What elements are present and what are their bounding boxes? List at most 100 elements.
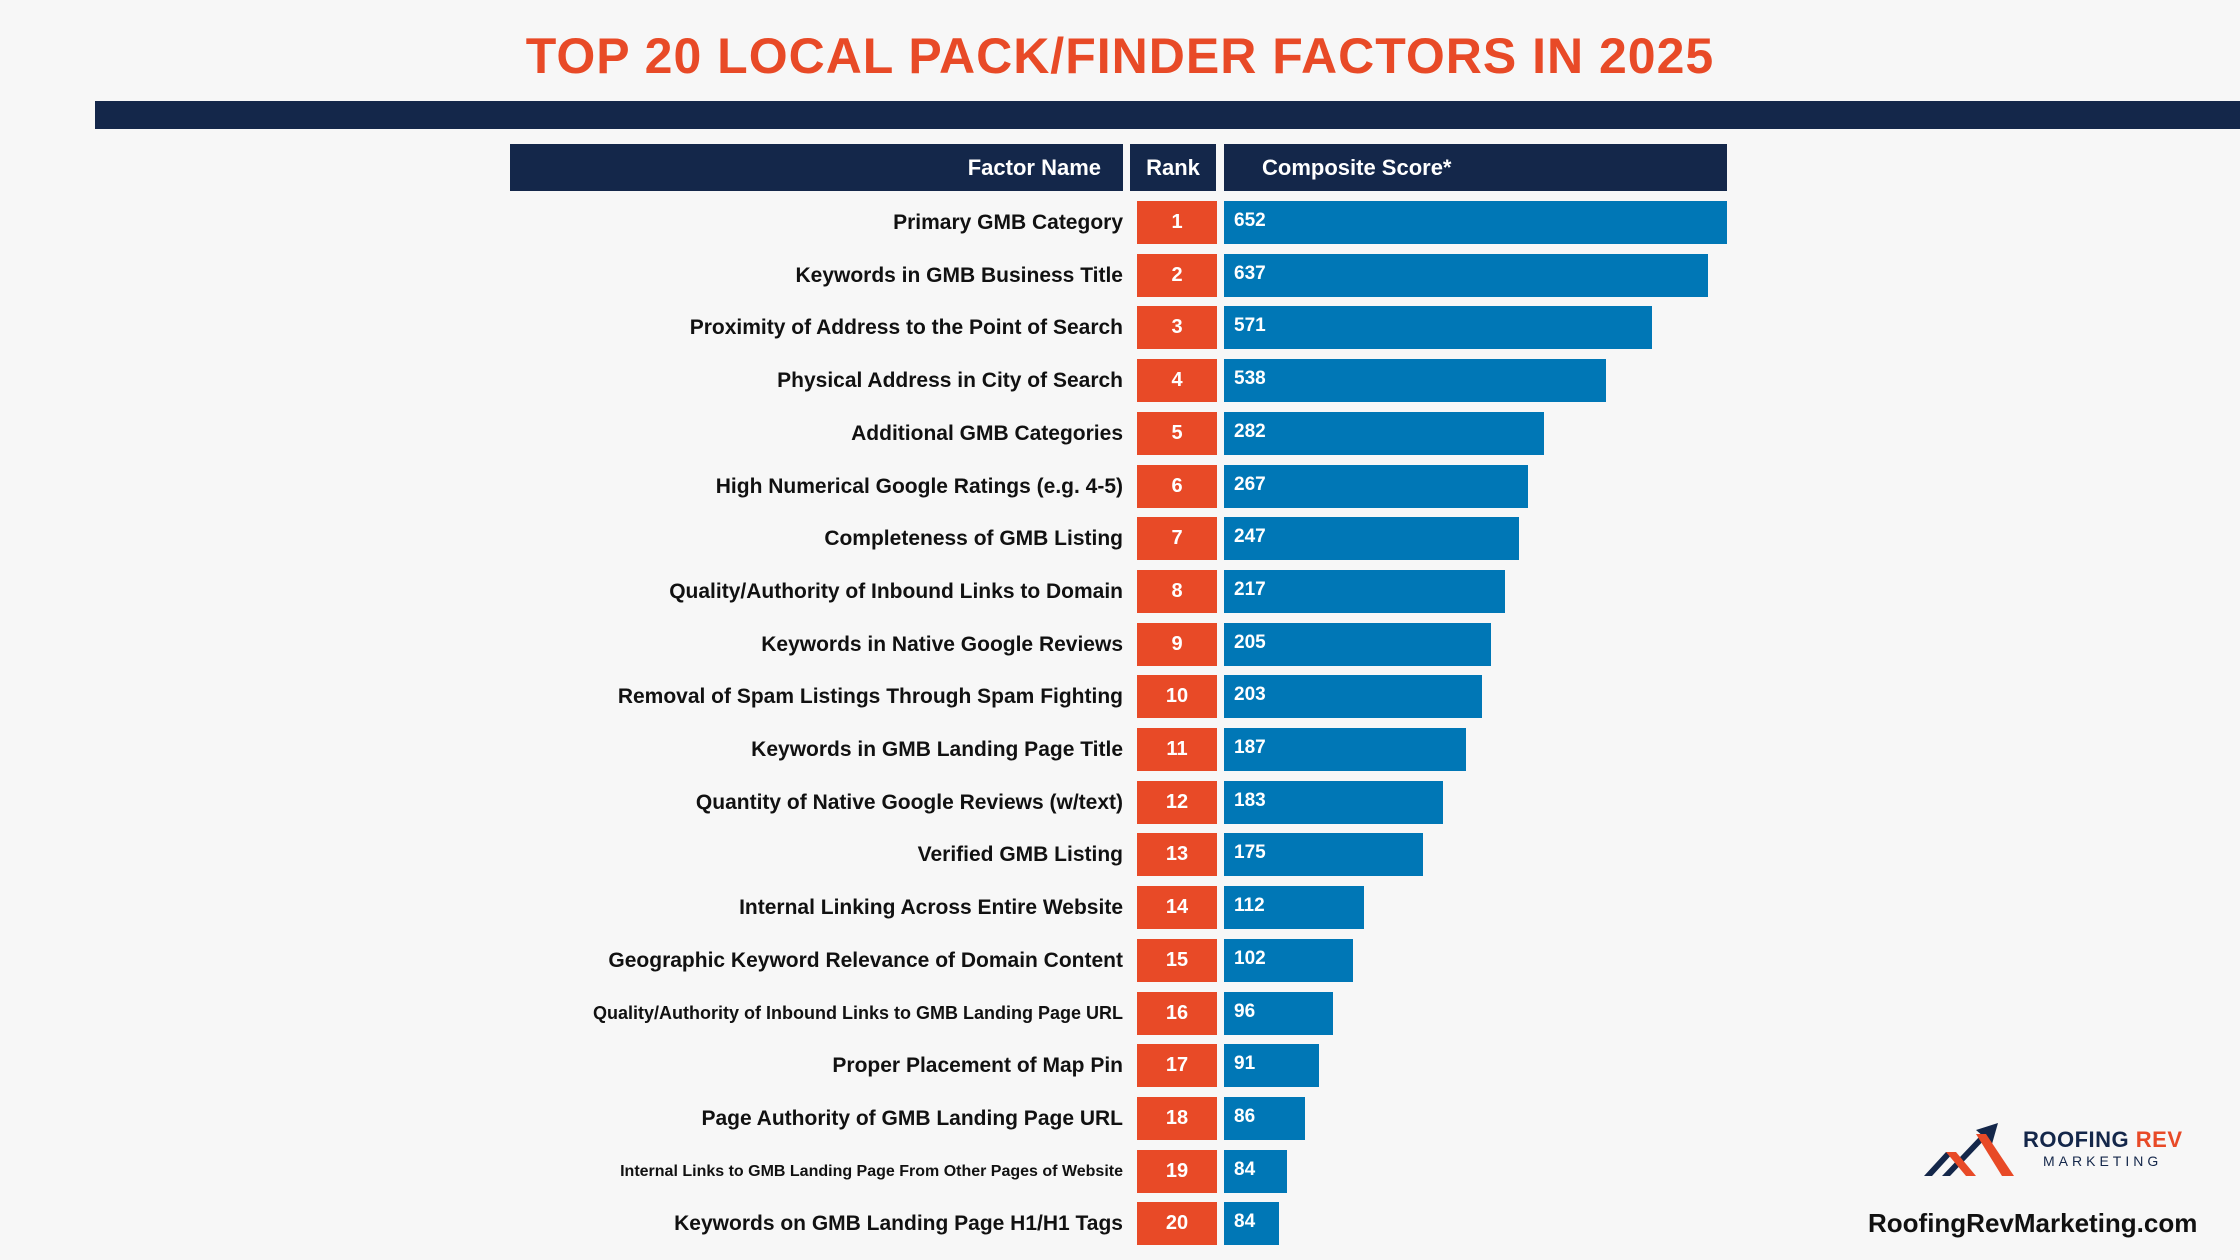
rank-badge: 3 — [1137, 306, 1217, 350]
score-value: 203 — [1234, 684, 1266, 706]
table-row: Physical Address in City of Search 4 538 — [0, 359, 2240, 403]
factor-name: Proximity of Address to the Point of Sea… — [689, 316, 1123, 340]
score-value: 217 — [1234, 578, 1266, 600]
table-row: Internal Linking Across Entire Website 14… — [0, 886, 2240, 930]
score-value: 84 — [1234, 1158, 1256, 1180]
factor-name: Quantity of Native Google Reviews (w/tex… — [695, 790, 1123, 814]
score-value: 84 — [1234, 1211, 1256, 1233]
rank-badge: 20 — [1137, 1202, 1217, 1246]
page-title: TOP 20 LOCAL PACK/FINDER FACTORS IN 2025 — [525, 28, 1715, 84]
column-header-rank: Rank — [1130, 144, 1216, 191]
table-row: Proximity of Address to the Point of Sea… — [0, 306, 2240, 350]
factor-name: Quality/Authority of Inbound Links to GM… — [593, 1002, 1123, 1023]
rank-badge: 19 — [1137, 1149, 1217, 1193]
factor-name: Primary GMB Category — [893, 211, 1123, 234]
score-value: 96 — [1234, 1000, 1256, 1022]
rank-badge: 11 — [1137, 728, 1217, 771]
website-link[interactable]: RoofingRevMarketing.com — [1868, 1208, 2198, 1238]
column-header-factor-name: Factor Name — [510, 144, 1123, 191]
score-bar: 84 — [1224, 1149, 1287, 1193]
rank-badge: 17 — [1137, 1044, 1217, 1088]
score-bar: 187 — [1224, 728, 1466, 771]
rank-badge: 5 — [1137, 411, 1217, 455]
score-value: 175 — [1234, 842, 1266, 864]
table-row: Quantity of Native Google Reviews (w/tex… — [0, 780, 2240, 824]
brand-subtitle: MARKETING — [2043, 1153, 2163, 1169]
rank-badge: 6 — [1137, 464, 1217, 508]
factor-name: Keywords in GMB Landing Page Title — [751, 738, 1123, 761]
rank-badge: 13 — [1137, 833, 1217, 877]
score-value: 267 — [1234, 473, 1266, 495]
factor-name: Page Authority of GMB Landing Page URL — [701, 1106, 1123, 1130]
factor-name: Internal Linking Across Entire Website — [739, 896, 1123, 920]
score-value: 102 — [1234, 947, 1266, 969]
score-value: 538 — [1234, 368, 1266, 390]
factor-name: Quality/Authority of Inbound Links to Do… — [669, 579, 1123, 603]
rank-badge: 15 — [1137, 938, 1217, 982]
rank-badge: 18 — [1137, 1096, 1217, 1140]
table-row: Page Authority of GMB Landing Page URL 18… — [0, 1096, 2240, 1140]
brand-name-part1: ROOFING — [2023, 1127, 2130, 1152]
roof-arrow-logo-icon — [1924, 1123, 2014, 1176]
factor-name: Keywords on GMB Landing Page H1/H1 Tags — [674, 1212, 1123, 1236]
rank-badge: 2 — [1137, 253, 1217, 297]
table-row: Completeness of GMB Listing 7 247 — [0, 517, 2240, 561]
score-bar: 538 — [1224, 359, 1606, 403]
factor-name: Keywords in GMB Business Title — [795, 263, 1123, 287]
table-row: Quality/Authority of Inbound Links to Do… — [0, 569, 2240, 613]
factor-name: Geographic Keyword Relevance of Domain C… — [608, 948, 1123, 972]
rank-badge: 10 — [1137, 675, 1217, 719]
table-row: Internal Links to GMB Landing Page From … — [0, 1149, 2240, 1193]
score-bar: 112 — [1224, 886, 1364, 930]
score-bar: 637 — [1224, 253, 1708, 297]
factor-name: Physical Address in City of Search — [777, 369, 1123, 393]
column-header-composite-score: Composite Score* — [1224, 144, 1727, 191]
table-row: Geographic Keyword Relevance of Domain C… — [0, 938, 2240, 982]
rank-badge: 4 — [1137, 359, 1217, 403]
table-row: Keywords in Native Google Reviews 9 205 — [0, 622, 2240, 666]
score-bar: 571 — [1224, 306, 1652, 350]
table-row: Removal of Spam Listings Through Spam Fi… — [0, 675, 2240, 719]
factor-name: Additional GMB Categories — [851, 421, 1123, 445]
score-value: 112 — [1234, 895, 1265, 917]
score-value: 187 — [1234, 737, 1266, 758]
table-row: Keywords on GMB Landing Page H1/H1 Tags 2… — [0, 1202, 2240, 1246]
score-bar: 91 — [1224, 1044, 1319, 1088]
table-row: High Numerical Google Ratings (e.g. 4-5)… — [0, 464, 2240, 508]
score-bar: 267 — [1224, 464, 1528, 508]
score-value: 282 — [1234, 420, 1266, 442]
brand-name: ROOFING REV — [2023, 1127, 2183, 1153]
table-row: Proper Placement of Map Pin 17 91 — [0, 1044, 2240, 1088]
factor-name: Keywords in Native Google Reviews — [761, 632, 1123, 656]
table-row: Verified GMB Listing 13 175 — [0, 833, 2240, 877]
table-row: Additional GMB Categories 5 282 — [0, 411, 2240, 455]
score-bar: 96 — [1224, 991, 1333, 1035]
rank-badge: 8 — [1137, 569, 1217, 613]
rank-badge: 16 — [1137, 991, 1217, 1035]
score-bar: 205 — [1224, 622, 1491, 666]
score-bar: 102 — [1224, 938, 1353, 982]
score-bar: 203 — [1224, 675, 1482, 719]
score-value: 86 — [1234, 1105, 1256, 1127]
score-bar: 175 — [1224, 833, 1423, 877]
rank-badge: 12 — [1137, 780, 1217, 824]
rank-badge: 14 — [1137, 886, 1217, 930]
score-value: 183 — [1234, 789, 1266, 811]
score-value: 91 — [1234, 1053, 1256, 1075]
factor-name: Verified GMB Listing — [917, 843, 1123, 867]
table-row: Primary GMB Category 1 652 — [0, 201, 2240, 244]
score-value: 205 — [1234, 631, 1266, 653]
rank-badge: 7 — [1137, 517, 1217, 561]
score-bar: 86 — [1224, 1096, 1305, 1140]
brand-name-part2: REV — [2135, 1127, 2183, 1152]
score-bar: 183 — [1224, 780, 1443, 824]
rank-badge: 1 — [1137, 201, 1217, 244]
table-row: Quality/Authority of Inbound Links to GM… — [0, 991, 2240, 1035]
factor-name: High Numerical Google Ratings (e.g. 4-5) — [715, 474, 1123, 498]
score-value: 571 — [1234, 315, 1266, 337]
factor-name: Removal of Spam Listings Through Spam Fi… — [617, 685, 1123, 709]
score-bar: 652 — [1224, 201, 1727, 244]
factor-name: Internal Links to GMB Landing Page From … — [620, 1162, 1123, 1180]
score-value: 247 — [1234, 526, 1266, 548]
score-bar: 84 — [1224, 1202, 1279, 1246]
